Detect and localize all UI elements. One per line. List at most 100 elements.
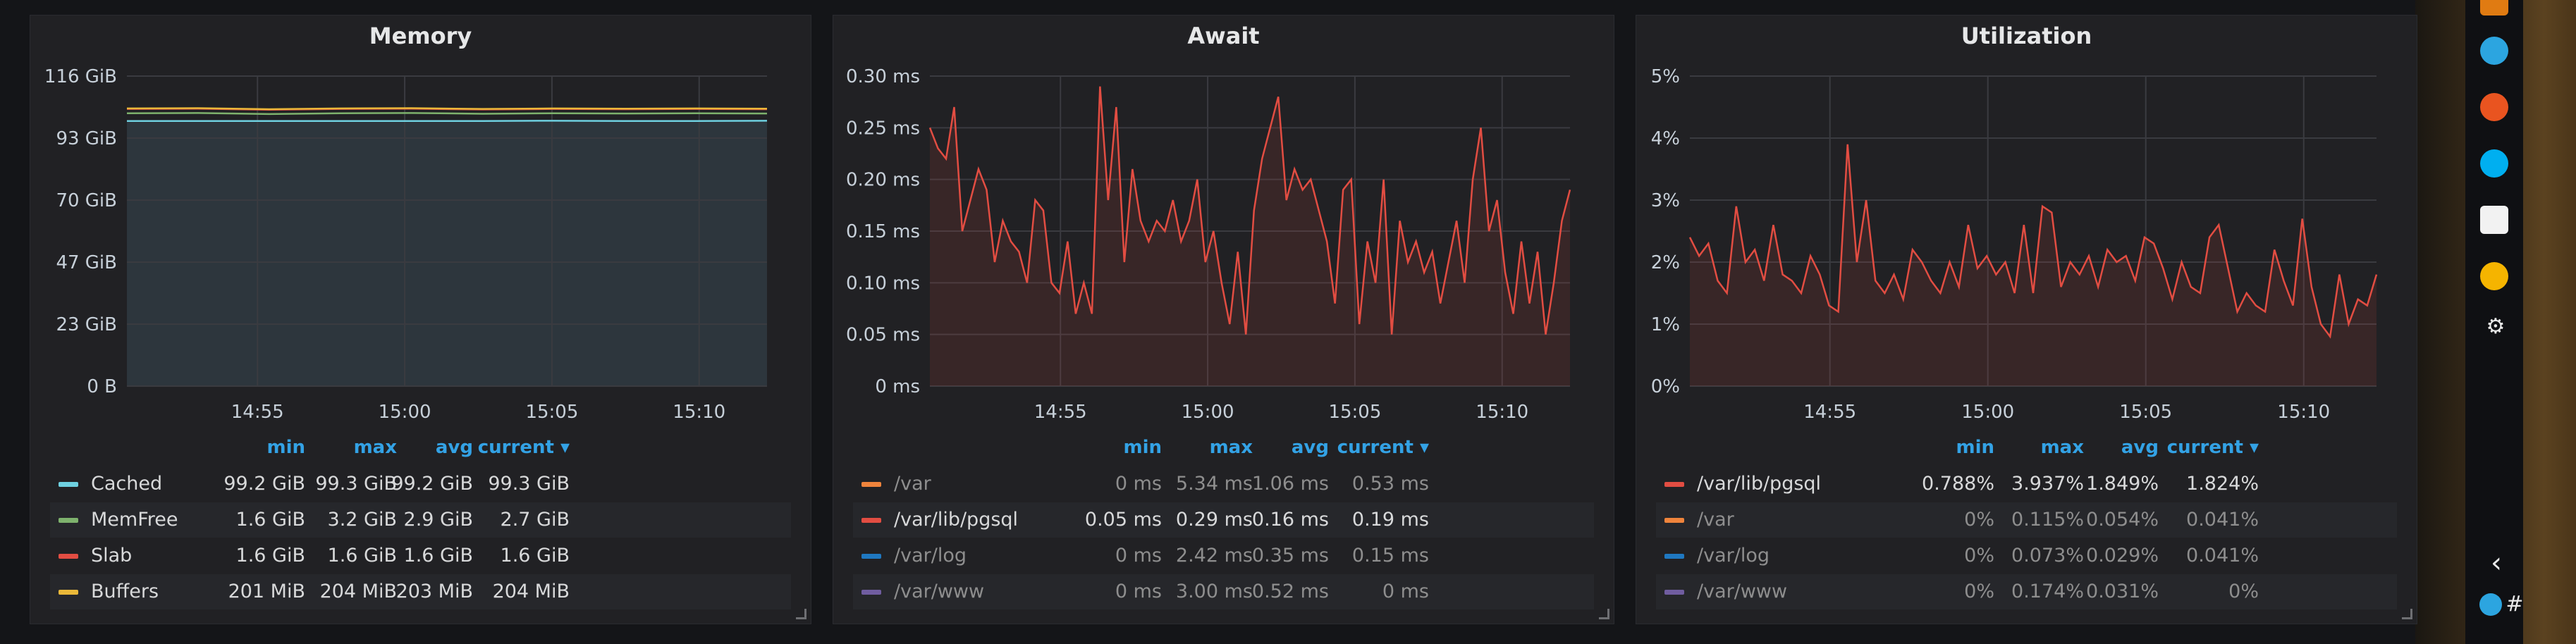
legend-row[interactable]: /var/log 0 ms 2.42 ms 0.35 ms 0.15 ms xyxy=(853,538,1594,574)
panel-await[interactable]: Await 0 ms 0.05 ms 0.10 ms 0.15 ms 0.20 ms 0.2… xyxy=(833,15,1614,624)
legend-color-swatch[interactable] xyxy=(1664,482,1684,487)
panel-resize-handle[interactable] xyxy=(2402,609,2412,619)
legend-row[interactable]: Cached 99.2 GiB 99.3 GiB 99.2 GiB 99.3 GiB xyxy=(50,466,791,502)
panel-title[interactable]: Memory xyxy=(369,23,472,49)
series-line--var-lib-pgsql[interactable] xyxy=(928,86,1571,335)
legend-value-max: 99.3 GiB xyxy=(315,473,397,495)
legend-header-max[interactable]: max xyxy=(1209,437,1253,458)
panel-resize-handle[interactable] xyxy=(1599,609,1609,619)
legend-row[interactable]: /var/www 0% 0.174% 0.031% 0% xyxy=(1656,574,2397,609)
telegram-icon[interactable] xyxy=(2480,37,2508,65)
legend-series-name[interactable]: /var/lib/pgsql xyxy=(894,509,1019,531)
vlc-icon[interactable] xyxy=(2480,0,2508,16)
tray-app-icon[interactable] xyxy=(2479,593,2502,616)
x-tick-label: 15:10 xyxy=(673,402,725,423)
panel-title[interactable]: Await xyxy=(1187,23,1260,49)
legend-series-name[interactable]: /var/www xyxy=(1697,581,1788,602)
legend-header-min[interactable]: min xyxy=(266,437,305,458)
legend-series-name[interactable]: /var/log xyxy=(894,545,967,566)
legend-value-avg: 0.16 ms xyxy=(1251,509,1329,531)
legend-header-max[interactable]: max xyxy=(2040,437,2084,458)
legend-header-min[interactable]: min xyxy=(1956,437,1994,458)
panel-resize-handle[interactable] xyxy=(796,609,806,619)
panel-memory[interactable]: Memory 0 B 23 GiB 47 GiB 70 GiB 93 GiB 116 GiB… xyxy=(30,15,811,624)
legend-row[interactable]: MemFree 1.6 GiB 3.2 GiB 2.9 GiB 2.7 GiB xyxy=(50,502,791,538)
legend-series-name[interactable]: Slab xyxy=(91,545,133,566)
x-tick-label: 14:55 xyxy=(1034,402,1087,423)
legend-value-min: 0% xyxy=(1964,545,1994,566)
legend-color-swatch[interactable] xyxy=(59,554,78,559)
series-line--var-lib-pgsql[interactable] xyxy=(1688,144,2378,339)
legend-color-swatch[interactable] xyxy=(861,518,881,523)
legend-value-max: 1.6 GiB xyxy=(327,545,397,566)
chart-await[interactable]: 0 ms 0.05 ms 0.10 ms 0.15 ms 0.20 ms 0.25 ms 0… xyxy=(833,16,1615,424)
panel-title[interactable]: Utilization xyxy=(1961,23,2092,49)
legend-series-name[interactable]: /var/www xyxy=(894,581,985,602)
legend-value-max: 0.115% xyxy=(2011,509,2084,531)
settings-gear-icon[interactable]: ⚙ xyxy=(2486,314,2506,339)
legend-row[interactable]: /var 0 ms 5.34 ms 1.06 ms 0.53 ms xyxy=(853,466,1594,502)
legend-header-current[interactable]: current ▾ xyxy=(477,437,570,458)
series-line-buffers[interactable] xyxy=(126,107,768,111)
store-icon[interactable] xyxy=(2480,206,2508,234)
legend-value-avg: 0.054% xyxy=(2086,509,2159,531)
slack-icon[interactable]: # xyxy=(2506,592,2524,617)
legend-value-current: 1.6 GiB xyxy=(500,545,570,566)
legend-header-current[interactable]: current ▾ xyxy=(1337,437,1429,458)
ubuntu-software-icon[interactable] xyxy=(2480,93,2508,121)
legend-row[interactable]: /var/log 0% 0.073% 0.029% 0.041% xyxy=(1656,538,2397,574)
legend-row[interactable]: /var/lib/pgsql 0.05 ms 0.29 ms 0.16 ms 0.19 … xyxy=(853,502,1594,538)
legend-header-min[interactable]: min xyxy=(1123,437,1162,458)
legend-color-swatch[interactable] xyxy=(1664,590,1684,595)
skype-icon[interactable] xyxy=(2480,149,2508,178)
legend-value-current: 0.19 ms xyxy=(1351,509,1429,531)
legend-header-avg[interactable]: avg xyxy=(435,437,473,458)
y-tick-label: 0.30 ms xyxy=(846,66,920,87)
legend-color-swatch[interactable] xyxy=(861,590,881,595)
legend-series-name[interactable]: /var xyxy=(1697,509,1734,531)
y-tick-label: 0 B xyxy=(87,376,117,397)
legend-series-name[interactable]: /var xyxy=(894,473,931,495)
record-icon[interactable] xyxy=(2480,262,2508,290)
legend-series-name[interactable]: /var/lib/pgsql xyxy=(1697,473,1822,495)
legend-header-max[interactable]: max xyxy=(353,437,397,458)
legend-value-min: 0 ms xyxy=(1115,545,1162,566)
legend-value-current: 2.7 GiB xyxy=(500,509,570,531)
legend-value-avg: 203 MiB xyxy=(395,581,473,602)
legend-header-current[interactable]: current ▾ xyxy=(2166,437,2259,458)
legend-color-swatch[interactable] xyxy=(1664,518,1684,523)
y-tick-label: 1% xyxy=(1651,314,1680,335)
legend-color-swatch[interactable] xyxy=(861,554,881,559)
collapse-chevron-icon[interactable]: ‹ xyxy=(2491,547,2502,579)
legend-value-avg: 1.6 GiB xyxy=(403,545,473,566)
legend-color-swatch[interactable] xyxy=(59,590,78,595)
legend-header-avg[interactable]: avg xyxy=(1291,437,1329,458)
legend-color-swatch[interactable] xyxy=(59,518,78,523)
legend-series-name[interactable]: Cached xyxy=(91,473,163,495)
legend-color-swatch[interactable] xyxy=(1664,554,1684,559)
legend-value-avg: 0.52 ms xyxy=(1251,581,1329,602)
legend-series-name[interactable]: Buffers xyxy=(91,581,159,602)
legend-row[interactable]: Slab 1.6 GiB 1.6 GiB 1.6 GiB 1.6 GiB xyxy=(50,538,791,574)
legend-value-min: 201 MiB xyxy=(228,581,305,602)
legend-color-swatch[interactable] xyxy=(861,482,881,487)
legend-color-swatch[interactable] xyxy=(59,482,78,487)
y-tick-label: 0.20 ms xyxy=(846,170,920,191)
legend-header-avg[interactable]: avg xyxy=(2121,437,2159,458)
legend-value-current: 0 ms xyxy=(1382,581,1429,602)
legend-series-name[interactable]: MemFree xyxy=(91,509,178,531)
panel-utilization[interactable]: Utilization 0% 1% 2% 3% 4% 5% 14:55 15:00 15:05 15… xyxy=(1636,15,2417,624)
legend-row[interactable]: /var/lib/pgsql 0.788% 3.937% 1.849% 1.824% xyxy=(1656,466,2397,502)
legend-value-avg: 0.35 ms xyxy=(1251,545,1329,566)
chart-memory[interactable]: 0 B 23 GiB 47 GiB 70 GiB 93 GiB 116 GiB 14:55 1… xyxy=(30,16,812,424)
legend-row[interactable]: Buffers 201 MiB 204 MiB 203 MiB 204 MiB xyxy=(50,574,791,609)
x-tick-label: 15:10 xyxy=(1476,402,1528,423)
legend-row[interactable]: /var 0% 0.115% 0.054% 0.041% xyxy=(1656,502,2397,538)
chart-utilization[interactable]: 0% 1% 2% 3% 4% 5% 14:55 15:00 15:05 15:10 xyxy=(1636,16,2418,424)
x-tick-label: 14:55 xyxy=(1803,402,1856,423)
legend-value-max: 204 MiB xyxy=(319,581,397,602)
legend-row[interactable]: /var/www 0 ms 3.00 ms 0.52 ms 0 ms xyxy=(853,574,1594,609)
legend-series-name[interactable]: /var/log xyxy=(1697,545,1770,566)
x-tick-label: 15:10 xyxy=(2277,402,2330,423)
series-line-memfree[interactable] xyxy=(126,112,768,116)
